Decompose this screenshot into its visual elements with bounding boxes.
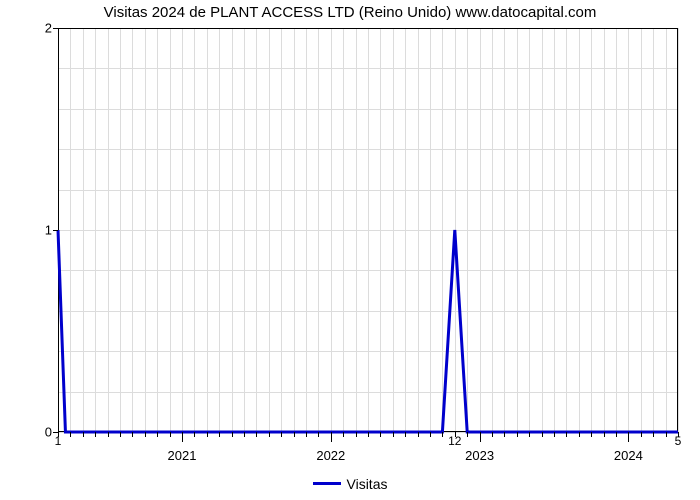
x-tick-mark-minor <box>666 432 667 437</box>
legend-swatch <box>313 482 341 485</box>
x-tick-mark-minor <box>294 432 295 437</box>
x-tick-mark-minor <box>529 432 530 437</box>
x-tick-label-year: 2024 <box>614 448 643 463</box>
plot-area <box>58 28 678 432</box>
x-tick-label-secondary: 5 <box>675 434 682 448</box>
x-tick-mark-minor <box>108 432 109 437</box>
chart-title: Visitas 2024 de PLANT ACCESS LTD (Reino … <box>0 4 700 21</box>
x-tick-mark-minor <box>356 432 357 437</box>
x-tick-mark-minor <box>306 432 307 437</box>
chart-container: Visitas 2024 de PLANT ACCESS LTD (Reino … <box>0 0 700 500</box>
x-tick-mark-minor <box>269 432 270 437</box>
x-tick-label-year: 2021 <box>168 448 197 463</box>
x-tick-mark-minor <box>281 432 282 437</box>
x-tick-label-secondary: 1 <box>55 434 62 448</box>
x-tick-mark-minor <box>219 432 220 437</box>
x-tick-mark-minor <box>517 432 518 437</box>
x-tick-label-year: 2023 <box>465 448 494 463</box>
x-tick-mark-minor <box>194 432 195 437</box>
legend: Visitas <box>0 472 700 492</box>
x-tick-mark-minor <box>368 432 369 437</box>
x-tick-mark-minor <box>418 432 419 437</box>
x-tick-mark-minor <box>653 432 654 437</box>
x-tick-mark-minor <box>542 432 543 437</box>
x-tick-mark-minor <box>132 432 133 437</box>
x-tick-mark-minor <box>604 432 605 437</box>
x-tick-label-year: 2022 <box>316 448 345 463</box>
x-tick-mark-minor <box>145 432 146 437</box>
x-tick-mark-minor <box>120 432 121 437</box>
legend-item: Visitas <box>313 476 388 492</box>
x-tick-mark-minor <box>554 432 555 437</box>
x-tick-mark-minor <box>207 432 208 437</box>
x-tick-mark-minor <box>504 432 505 437</box>
x-tick-mark-minor <box>628 432 629 437</box>
x-tick-mark-minor <box>380 432 381 437</box>
y-tick-label: 2 <box>22 21 52 36</box>
x-tick-mark-minor <box>405 432 406 437</box>
x-tick-mark-minor <box>393 432 394 437</box>
x-tick-mark-minor <box>480 432 481 437</box>
x-tick-mark-minor <box>566 432 567 437</box>
x-tick-mark-minor <box>318 432 319 437</box>
x-tick-mark-minor <box>442 432 443 437</box>
y-tick-label: 0 <box>22 425 52 440</box>
x-tick-mark-minor <box>331 432 332 437</box>
x-tick-mark-minor <box>343 432 344 437</box>
x-tick-mark-minor <box>170 432 171 437</box>
x-tick-mark-minor <box>430 432 431 437</box>
x-tick-mark-minor <box>492 432 493 437</box>
gridline-vertical <box>678 28 679 432</box>
x-tick-mark-minor <box>232 432 233 437</box>
x-tick-mark-minor <box>616 432 617 437</box>
line-series <box>58 28 678 432</box>
legend-label: Visitas <box>347 476 388 492</box>
x-tick-mark-minor <box>182 432 183 437</box>
x-tick-mark-minor <box>157 432 158 437</box>
x-tick-mark-minor <box>641 432 642 437</box>
x-tick-mark-minor <box>256 432 257 437</box>
x-tick-mark-minor <box>83 432 84 437</box>
x-tick-mark-minor <box>95 432 96 437</box>
x-tick-mark-minor <box>591 432 592 437</box>
x-tick-label-secondary: 12 <box>448 434 461 448</box>
x-tick-mark-minor <box>244 432 245 437</box>
y-tick-mark <box>53 28 58 29</box>
x-tick-mark-minor <box>579 432 580 437</box>
y-tick-label: 1 <box>22 223 52 238</box>
x-tick-mark-minor <box>467 432 468 437</box>
y-tick-mark <box>53 230 58 231</box>
x-tick-mark-minor <box>70 432 71 437</box>
